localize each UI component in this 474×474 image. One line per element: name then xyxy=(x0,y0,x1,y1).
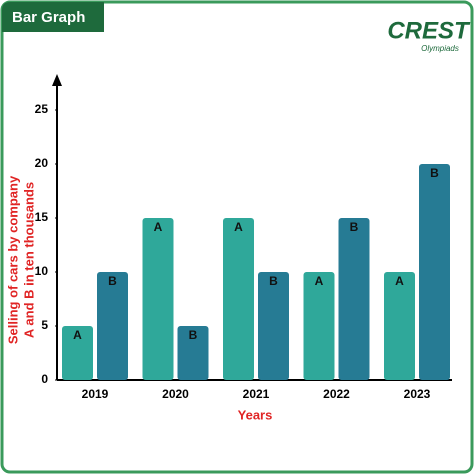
y-axis-arrow xyxy=(52,74,62,86)
bar xyxy=(258,272,289,380)
x-tick-label: 2022 xyxy=(323,387,350,401)
bar xyxy=(223,218,254,380)
x-axis-label: Years xyxy=(238,407,273,422)
y-axis-label: Selling of cars by company A and B in te… xyxy=(5,175,36,344)
bar-label: A xyxy=(315,274,324,288)
x-tick-label: 2023 xyxy=(404,387,431,401)
bar xyxy=(338,218,370,380)
bar xyxy=(177,326,209,380)
bar-label: B xyxy=(350,220,359,234)
bar-label: B xyxy=(189,328,198,342)
bar-label: A xyxy=(154,220,163,234)
logo-name: CREST xyxy=(387,17,471,44)
bar xyxy=(303,272,335,380)
y-tick-label: 10 xyxy=(35,264,49,278)
bar-label: A xyxy=(73,328,82,342)
y-tick-label: 25 xyxy=(35,102,49,116)
x-tick-label: 2021 xyxy=(243,387,270,401)
bar-label: B xyxy=(430,166,439,180)
y-tick-label: 20 xyxy=(35,156,49,170)
logo-tagline: Olympiads xyxy=(421,44,459,53)
bar-label: B xyxy=(269,274,278,288)
bar-label: A xyxy=(395,274,404,288)
y-axis-label-line: A and B in ten thousands xyxy=(21,182,36,338)
bar xyxy=(142,218,174,380)
x-tick-label: 2020 xyxy=(162,387,189,401)
bar-label: A xyxy=(234,220,243,234)
header-box xyxy=(2,2,104,32)
bar xyxy=(97,272,128,380)
x-tick-label: 2019 xyxy=(82,387,109,401)
y-axis-label-line: Selling of cars by company xyxy=(5,175,20,344)
y-tick-label: 15 xyxy=(35,210,49,224)
bar xyxy=(419,164,450,380)
header-title: Bar Graph xyxy=(12,9,85,26)
y-tick-label: 0 xyxy=(41,372,48,386)
y-tick-label: 5 xyxy=(41,318,48,332)
bar xyxy=(62,326,93,380)
bar-label: B xyxy=(108,274,117,288)
bar xyxy=(384,272,415,380)
